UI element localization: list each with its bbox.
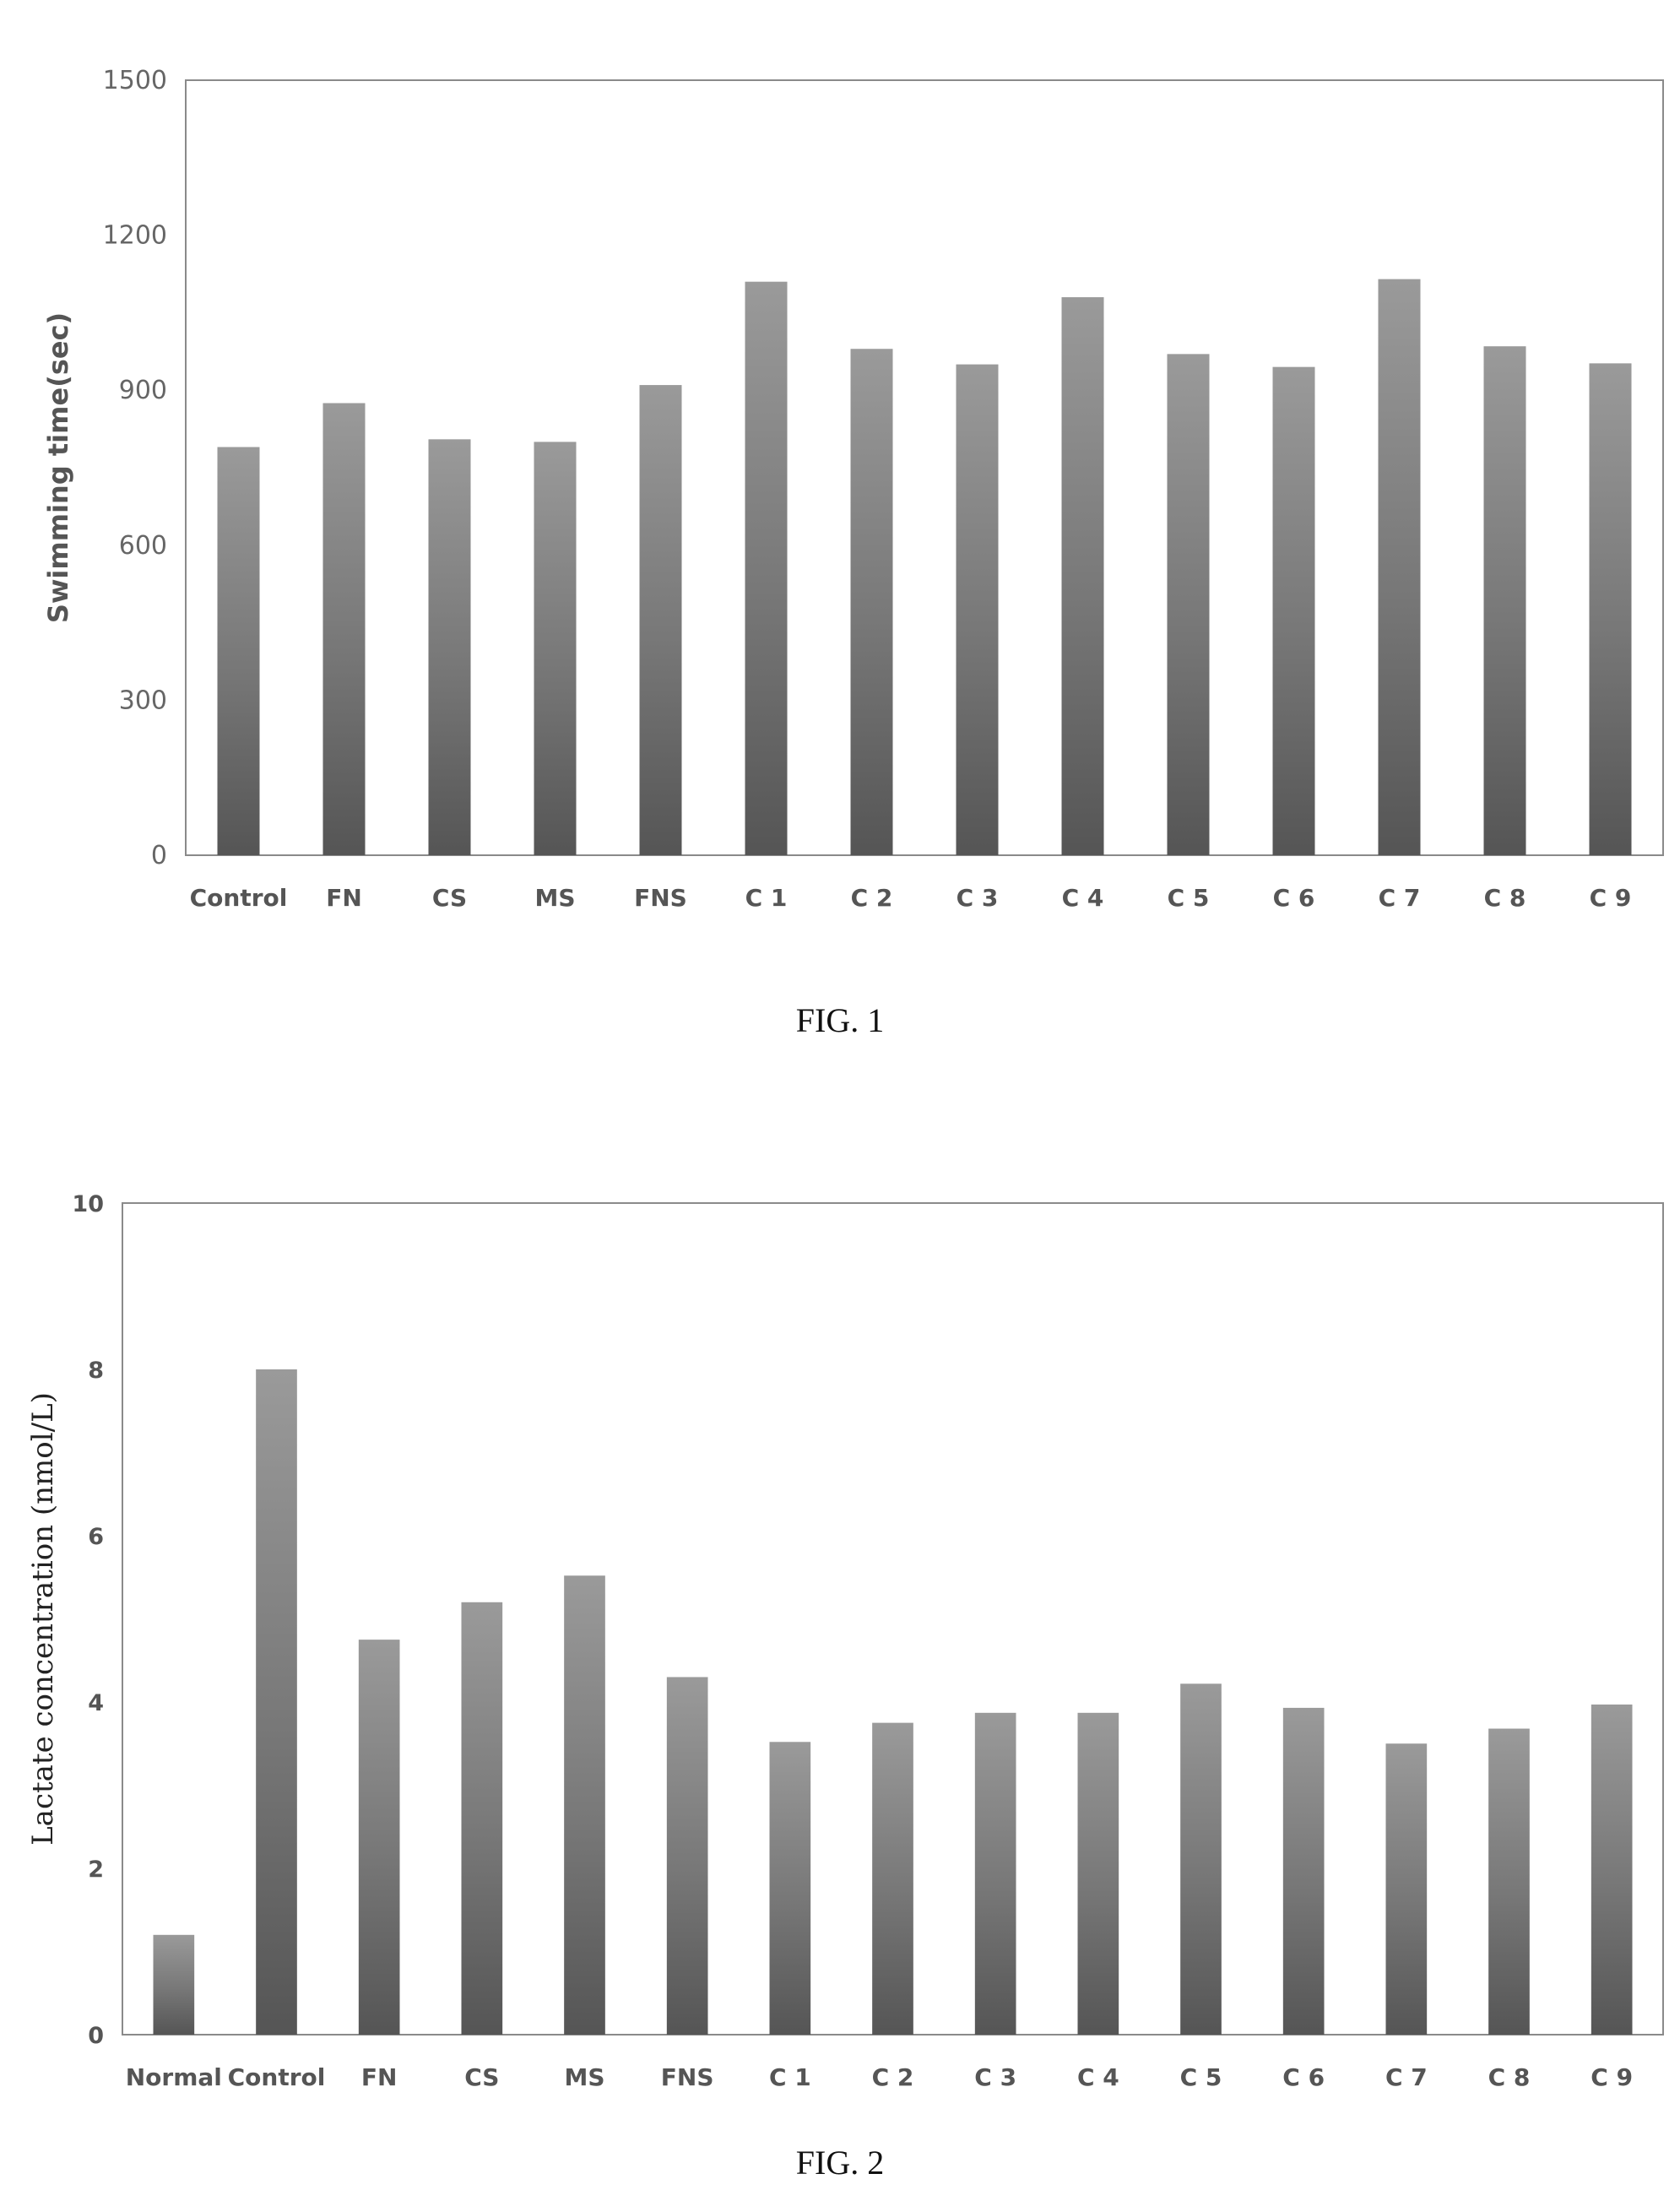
bar-control: [217, 447, 260, 855]
bar-c6: [1272, 366, 1315, 855]
bar-fns: [666, 1677, 708, 2035]
y-tick-label: 900: [119, 376, 167, 405]
x-category-label: FN: [361, 2063, 398, 2091]
x-category-label: MS: [534, 884, 575, 912]
y-tick-label: 4: [88, 1690, 104, 1716]
bar-fns: [639, 385, 682, 856]
y-tick-label: 1200: [103, 221, 167, 251]
bar-c9: [1589, 363, 1632, 856]
x-category-label: C 3: [957, 884, 999, 912]
x-category-label: C 2: [872, 2063, 914, 2091]
x-category-label: C 6: [1282, 2063, 1325, 2091]
y-tick-label: 10: [72, 1191, 104, 1217]
x-category-label: C 9: [1591, 2063, 1633, 2091]
bar-normal: [153, 1934, 195, 2035]
bar-c6: [1282, 1707, 1325, 2035]
bar-cs: [428, 439, 471, 855]
bar-ms: [564, 1575, 605, 2035]
x-category-label: Control: [190, 884, 288, 912]
x-category-label: C 8: [1488, 2063, 1531, 2091]
bar-control: [256, 1369, 297, 2035]
x-category-label: C 3: [974, 2063, 1016, 2091]
x-category-label: CS: [464, 2063, 499, 2091]
bar-c8: [1483, 346, 1526, 855]
bar-c9: [1591, 1704, 1633, 2035]
bar-c3: [956, 364, 999, 856]
x-category-label: C 2: [851, 884, 893, 912]
y-tick-label: 300: [119, 686, 167, 715]
y-tick-label: 2: [88, 1857, 104, 1883]
x-category-label: C 7: [1385, 2063, 1428, 2091]
figure-1: 0 300 600 900 1200 1500 Control FN CS MS FNS C 1 C 2…: [0, 0, 1680, 1064]
bar-cs: [461, 1602, 503, 2035]
y-tick-label: 1500: [103, 66, 167, 95]
bar-c8: [1488, 1728, 1530, 2035]
x-category-label: MS: [564, 2063, 604, 2091]
lactate-concentration-bar-chart: 0 2 4 6 8 10 Normal Control FN CS MS FNS C 1 C 2 C 3 C …: [26, 1191, 1664, 2182]
x-category-label: CS: [432, 884, 467, 912]
x-category-label: Control: [228, 2063, 326, 2091]
bar-c7: [1385, 1743, 1428, 2035]
x-category-label: C 5: [1168, 884, 1210, 912]
x-category-label: C 5: [1180, 2063, 1222, 2091]
x-category-label: C 4: [1077, 2063, 1119, 2091]
swimming-time-bar-chart: 0 300 600 900 1200 1500 Control FN CS MS FNS C 1 C 2…: [42, 66, 1664, 1039]
y-tick-label: 8: [88, 1358, 104, 1384]
x-category-label: C 8: [1484, 884, 1526, 912]
y-tick-label: 0: [151, 841, 167, 870]
y-tick-label: 0: [88, 2023, 104, 2049]
x-category-label: C 4: [1062, 884, 1104, 912]
x-category-label: FNS: [661, 2063, 714, 2091]
figure-caption: FIG. 1: [796, 1001, 884, 1039]
bar-c2: [850, 349, 893, 855]
x-category-label: C 1: [745, 884, 788, 912]
x-category-label: C 9: [1590, 884, 1632, 912]
y-axis-label: Swimming time(sec): [42, 312, 74, 623]
bar-c5: [1180, 1683, 1222, 2035]
y-axis-label: Lactate concentration (nmol/L): [26, 1392, 60, 1846]
bar-ms: [534, 442, 577, 855]
x-category-label: C 6: [1273, 884, 1315, 912]
y-tick-label: 6: [88, 1524, 104, 1550]
bar-c4: [1077, 1712, 1119, 2035]
bar-c4: [1061, 297, 1104, 855]
x-category-label: FNS: [634, 884, 687, 912]
bar-c1: [745, 281, 788, 855]
plot-area-frame: [185, 79, 1664, 856]
x-category-label: FN: [326, 884, 362, 912]
bar-c2: [872, 1722, 913, 2035]
bar-fn: [358, 1640, 400, 2035]
bar-c3: [974, 1712, 1016, 2035]
bar-c7: [1378, 279, 1421, 855]
x-category-label: Normal: [126, 2063, 222, 2091]
figure-caption: FIG. 2: [796, 2144, 884, 2182]
figure-2: 0 2 4 6 8 10 Normal Control FN CS MS FNS C 1 C 2 C 3 C …: [0, 1131, 1680, 2190]
y-tick-label: 600: [119, 531, 167, 561]
bar-c5: [1167, 354, 1210, 855]
x-category-label: C 1: [769, 2063, 811, 2091]
x-category-label: C 7: [1379, 884, 1421, 912]
bar-fn: [322, 403, 366, 855]
bar-c1: [769, 1742, 811, 2035]
